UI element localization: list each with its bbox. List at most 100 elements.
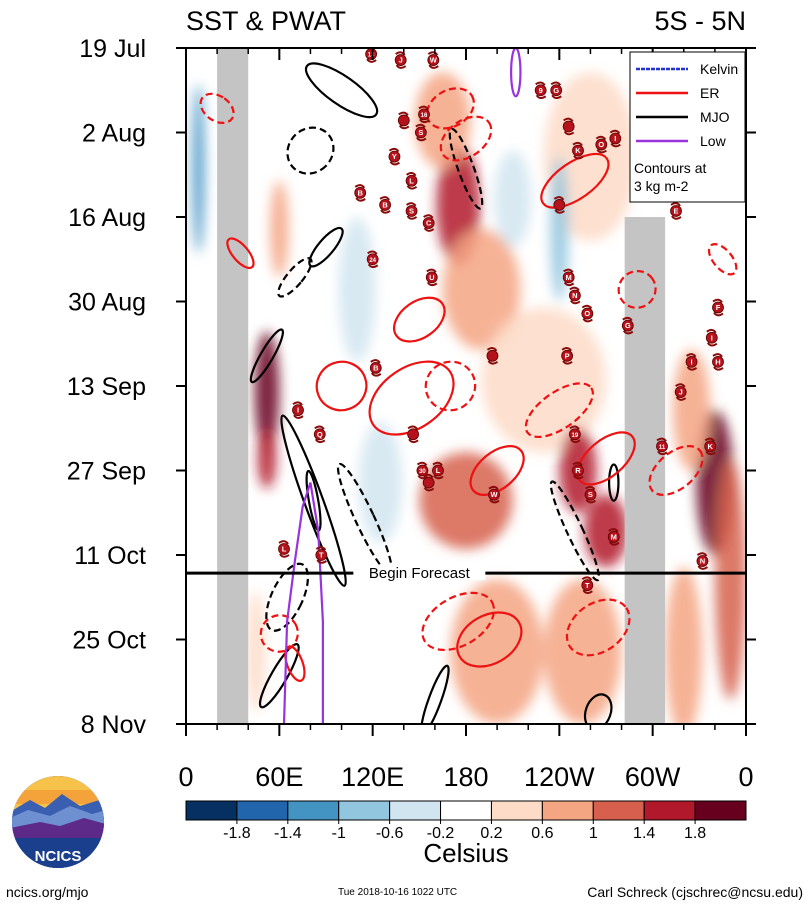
storm-marker-33: J [674, 383, 687, 401]
legend-box [629, 51, 746, 203]
chart-title-right: 5S - 5N [654, 6, 746, 36]
colorbar-label-7: 1 [589, 825, 598, 842]
storm-marker-9: Y [388, 147, 401, 166]
contour-er-19 [524, 382, 594, 439]
storm-marker-4: G [550, 81, 563, 99]
legend: Kelvin ER MJO Low Contours at 3 kg m-2 [629, 51, 746, 203]
contour-er-21 [540, 152, 610, 209]
storm-marker-50: T [581, 576, 594, 594]
colorbar-swatch-0 [185, 800, 238, 821]
y-tick-label-3: 30 Aug [68, 289, 146, 317]
y-tick-label-5: 27 Sep [67, 458, 146, 486]
storm-marker-label: S [418, 128, 423, 137]
storm-marker-label: I [614, 134, 616, 143]
x-tick-label-4: 120W [524, 762, 595, 792]
storm-marker-label: G [553, 86, 559, 95]
colorbar-swatch-9 [643, 800, 696, 821]
x-tick-label-1: 60E [255, 762, 303, 792]
storm-marker-label: W [430, 56, 438, 65]
y-tick-label-1: 2 Aug [82, 120, 146, 148]
land-band-1 [624, 217, 666, 724]
storm-marker-label: H [715, 357, 720, 366]
anomaly-patch-0 [254, 331, 280, 453]
anomaly-patch-3 [414, 72, 471, 169]
storm-marker-42 [422, 473, 435, 492]
anomaly-patch-19 [358, 422, 403, 543]
storm-marker-20: 24 [366, 250, 379, 268]
footer-left[interactable]: ncics.org/mjo [6, 884, 89, 900]
storm-marker-label: O [598, 140, 604, 149]
storm-marker-46: M [607, 528, 620, 546]
colorbar-swatch-8 [592, 800, 645, 821]
anomaly-shading [192, 72, 746, 724]
colorbar-label-4: -0.2 [427, 825, 455, 842]
storm-marker-label: J [679, 388, 683, 397]
storm-marker-label: W [490, 490, 498, 499]
colorbar-label-1: -1.4 [274, 825, 302, 842]
colorbar-swatch-10 [694, 800, 747, 821]
contour-er-26 [456, 611, 523, 668]
storm-marker-label: M [611, 532, 617, 541]
storm-marker-label: I [691, 357, 693, 366]
storm-marker-label: 30 [419, 469, 426, 475]
logo-text: NCICS [35, 848, 82, 865]
colorbar: -1.8 -1.4 -1 -0.6 -0.2 0.2 0.6 1 1.4 1.8 [185, 800, 747, 842]
anomaly-patch-13 [450, 579, 544, 724]
x-tick-label-5: 60W [625, 762, 681, 792]
storm-marker-31: H [712, 353, 724, 371]
anomaly-patch-17 [550, 156, 569, 302]
contour-er-24 [199, 92, 235, 125]
anomaly-patch-11 [672, 349, 711, 471]
storm-marker-label: I [711, 333, 713, 342]
land-band-0 [217, 48, 249, 724]
storm-marker-41: L [432, 461, 444, 480]
contour-er-25 [226, 237, 255, 270]
storm-marker-label: 13 [368, 53, 375, 59]
anomaly-patch-18 [192, 84, 205, 254]
contour-mjo-8 [336, 462, 393, 575]
y-tick-label-2: 16 Aug [68, 204, 146, 232]
storm-marker-label: N [700, 557, 705, 566]
contour-mjo-13 [608, 463, 620, 502]
storm-marker-label: K [708, 442, 714, 451]
colorbar-swatch-1 [236, 800, 289, 821]
legend-note-1: 3 kg m-2 [634, 178, 689, 194]
contour-er-18 [424, 360, 477, 412]
storm-marker-37: 19 [568, 425, 581, 444]
storm-marker-label: U [429, 273, 434, 282]
storm-marker-label: N [572, 291, 577, 300]
contour-er-20 [576, 431, 636, 486]
storm-marker-24: O [581, 304, 594, 323]
storm-marker-label: I [297, 406, 299, 415]
contour-mjo-4 [277, 257, 313, 298]
footer-right: Carl Schreck (cjschrec@ncsu.edu) [587, 884, 803, 900]
storm-marker-44: W [488, 485, 500, 504]
anomaly-patch-16 [338, 216, 376, 362]
storm-marker-label: 11 [659, 445, 666, 451]
colorbar-units: Celsius [423, 838, 508, 868]
colorbar-label-9: 1.8 [684, 825, 706, 842]
anomaly-patch-6 [481, 307, 606, 453]
forecast-label-bg [353, 565, 486, 581]
storm-marker-18 [553, 196, 566, 214]
storm-marker-15: B [379, 196, 392, 214]
contour-er-22 [439, 115, 493, 162]
y-tick-label-6: 11 Oct [74, 542, 146, 570]
storm-marker-43: R [572, 461, 584, 480]
storm-marker-label: K [575, 146, 581, 155]
x-tick-label-0: 0 [178, 762, 193, 792]
contour-mjo-5 [249, 328, 285, 384]
x-axis: 0 60E 120E 180 120W 60W 0 [178, 48, 754, 792]
anomaly-patch-20 [494, 150, 532, 248]
contour-er-17 [315, 360, 368, 412]
colorbar-label-0: -1.8 [223, 825, 251, 842]
colorbar-label-6: 0.6 [531, 825, 553, 842]
storm-marker-label: T [319, 551, 324, 560]
contour-mjo-14 [583, 693, 613, 724]
storm-marker-label: B [382, 201, 388, 210]
storm-marker-1: J [394, 51, 407, 69]
anomaly-patch-4 [442, 229, 521, 350]
contour-er-34 [707, 243, 738, 276]
storm-marker-label: B [358, 188, 364, 197]
